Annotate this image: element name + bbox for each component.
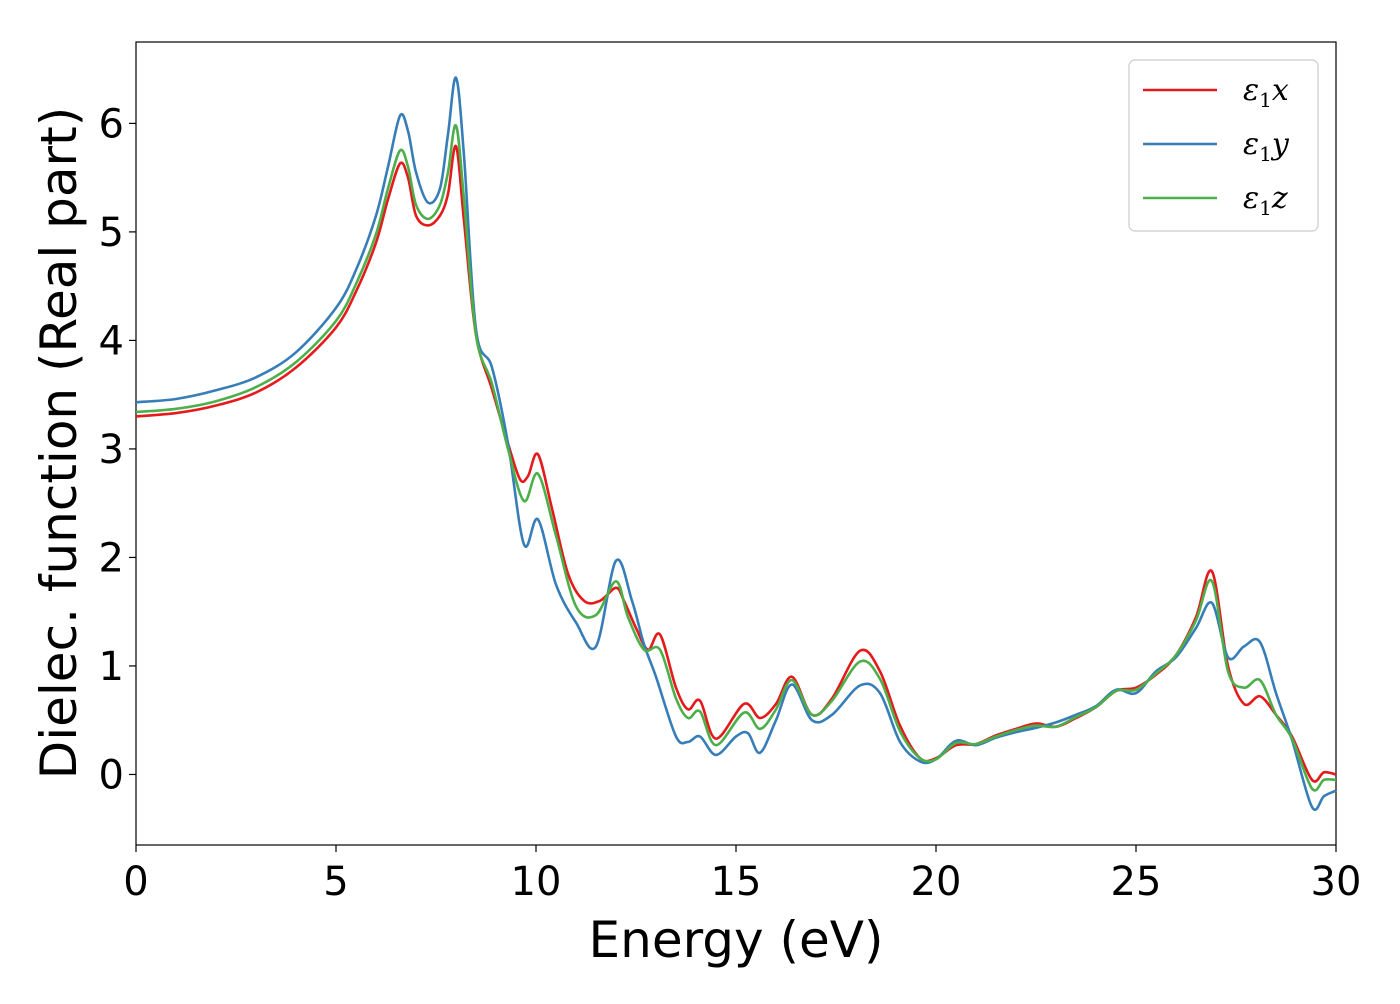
- y-tick-label: 3: [99, 427, 124, 473]
- y-tick-label: 2: [99, 535, 124, 581]
- x-axis-label: Energy (eV): [589, 911, 884, 969]
- y-tick-label: 4: [99, 318, 124, 364]
- legend-box: [1128, 59, 1319, 232]
- y-tick-label: 0: [99, 752, 124, 798]
- x-tick-label: 10: [511, 859, 562, 905]
- y-axis-ticks: 0 1 2 3 4 5 6: [99, 101, 136, 798]
- x-tick-label: 30: [1311, 859, 1362, 905]
- y-tick-label: 5: [99, 210, 124, 256]
- x-axis-ticks: 0 5 10 15 20 25 30: [123, 845, 1361, 905]
- legend-label-x: ε1x: [1243, 73, 1289, 112]
- series-line-z: [135, 124, 1337, 792]
- x-tick-label: 20: [911, 859, 962, 905]
- x-tick-label: 25: [1111, 859, 1162, 905]
- x-tick-label: 15: [711, 859, 762, 905]
- legend-label-y: ε1y: [1243, 127, 1290, 166]
- legend: ε1x ε1y ε1z: [1128, 59, 1319, 232]
- series-layer: [135, 76, 1337, 811]
- y-tick-label: 6: [99, 101, 124, 147]
- series-line-y: [135, 76, 1337, 811]
- x-tick-label: 5: [323, 859, 348, 905]
- x-tick-label: 0: [123, 859, 148, 905]
- y-tick-label: 1: [99, 644, 124, 690]
- y-axis-label: Dielec. function (Real part): [30, 107, 88, 779]
- legend-label-z: ε1z: [1243, 181, 1288, 220]
